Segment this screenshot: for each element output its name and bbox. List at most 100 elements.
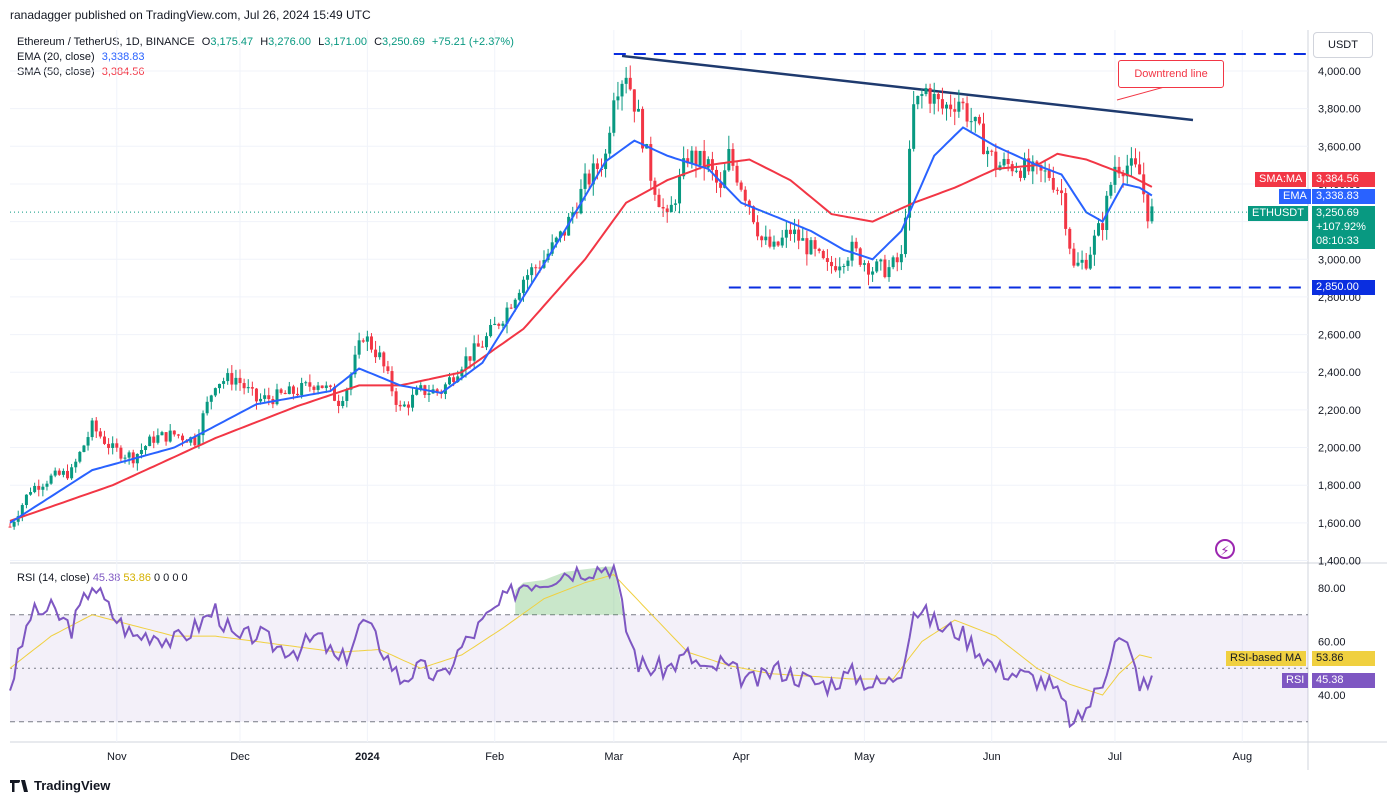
ema20-line (9, 126, 1153, 524)
candle-body (1002, 158, 1006, 166)
candle-body (649, 144, 653, 181)
candle-body (657, 194, 661, 208)
candle-body (1092, 235, 1096, 255)
price-tick-label: 4,000.00 (1318, 66, 1361, 78)
candle-body (1018, 170, 1022, 178)
rsi-legend[interactable]: RSI (14, close) 45.38 53.86 0 0 0 0 (17, 572, 188, 584)
rsi-tag-value: 45.38 (1312, 673, 1375, 688)
candle-body (1133, 158, 1137, 165)
candle-body (382, 352, 386, 367)
candle-body (599, 168, 603, 170)
candle-body (369, 336, 373, 350)
candle-body (850, 241, 854, 261)
symbol-title[interactable]: Ethereum / TetherUS, 1D, BINANCE (17, 36, 195, 48)
low-value: 3,171.00 (324, 36, 368, 48)
high-value: 3,276.00 (268, 36, 311, 48)
candle-body (751, 206, 755, 223)
candle-body (1097, 223, 1101, 236)
sma-tag-value: 3,384.56 (1312, 172, 1375, 187)
candle-body (591, 163, 595, 185)
candle-body (1080, 259, 1084, 263)
price-tick-label: 3,800.00 (1318, 104, 1361, 116)
candle-body (719, 182, 723, 188)
candle-body (8, 526, 12, 528)
candle-body (341, 400, 345, 406)
downtrend-callout[interactable]: Downtrend line (1118, 60, 1224, 88)
candle-body (793, 229, 797, 235)
candle-body (957, 101, 961, 112)
lightning-icon[interactable]: ⚡ (1215, 539, 1235, 559)
rsi-tick-label: 80.00 (1318, 583, 1346, 595)
time-tick-label: Jun (983, 751, 1001, 763)
candle-body (172, 430, 176, 435)
price-tick-label: 1,800.00 (1318, 480, 1361, 492)
candle-body (583, 173, 587, 189)
candle-body (102, 436, 106, 444)
rsi-legend-extra: 0 0 0 0 (154, 572, 188, 584)
candle-body (439, 391, 443, 394)
candle-body (521, 279, 525, 293)
candle-body (328, 385, 332, 387)
candle-body (871, 271, 875, 275)
sma-tag: SMA:MA (1255, 172, 1307, 187)
candle-body (1109, 184, 1113, 196)
candle-body (29, 492, 33, 495)
candle-body (242, 383, 246, 389)
open-value: 3,175.47 (210, 36, 254, 48)
footer-brand[interactable]: TradingView (10, 778, 110, 793)
candle-body (912, 104, 916, 149)
candle-body (764, 236, 768, 241)
currency-selector[interactable]: USDT (1313, 32, 1373, 58)
time-tick-label: Aug (1232, 751, 1252, 763)
candle-body (419, 385, 423, 390)
candle-body (698, 150, 702, 166)
candle-body (760, 236, 764, 241)
candle-body (250, 387, 254, 389)
candle-body (534, 267, 538, 269)
rsi-ma-legend-value: 53.86 (123, 572, 151, 584)
candle-body (735, 165, 739, 183)
ema-tag: EMA (1279, 189, 1311, 204)
candle-body (365, 336, 369, 342)
candle-body (20, 505, 24, 517)
candle-body (891, 257, 895, 268)
candle-body (636, 108, 640, 112)
candle-body (333, 386, 336, 401)
candle-body (484, 336, 488, 348)
ema-tag-value: 3,338.83 (1312, 189, 1375, 204)
candle-body (472, 343, 476, 361)
ema-legend-label: EMA (20, close) (17, 51, 95, 63)
time-tick-label: Feb (485, 751, 504, 763)
candle-body (1031, 161, 1035, 172)
candle-body (571, 212, 575, 217)
candle-body (1047, 170, 1051, 178)
candle-body (152, 436, 156, 443)
candle-body (398, 404, 402, 407)
candle-body (107, 443, 111, 448)
candle-body (1068, 228, 1072, 249)
ema-legend-value: 3,338.83 (101, 51, 145, 63)
candle-body (226, 373, 230, 382)
candle-body (275, 389, 279, 405)
candle-body (1072, 248, 1076, 266)
candle-body (690, 150, 694, 164)
price-change-tag: +107.92% (1316, 221, 1366, 233)
candle-body (513, 299, 517, 309)
candle-body (1064, 193, 1068, 229)
sma-legend-row[interactable]: SMA (50, close) 3,384.56 (17, 65, 514, 80)
candle-body (460, 369, 464, 377)
candle-body (673, 203, 677, 205)
candle-body (784, 229, 788, 238)
price-tag: ETHUSDT (1248, 206, 1308, 221)
candle-body (838, 266, 842, 271)
candle-body (312, 386, 316, 390)
candle-body (669, 204, 673, 213)
axes: 4,000.003,800.003,600.003,400.003,200.00… (107, 66, 1361, 763)
candle-body (1051, 177, 1055, 190)
price-tick-label: 2,200.00 (1318, 405, 1361, 417)
ema-legend-row[interactable]: EMA (20, close) 3,338.83 (17, 50, 514, 65)
candle-body (563, 231, 567, 236)
candle-body (139, 449, 143, 454)
candle-body (805, 238, 809, 255)
